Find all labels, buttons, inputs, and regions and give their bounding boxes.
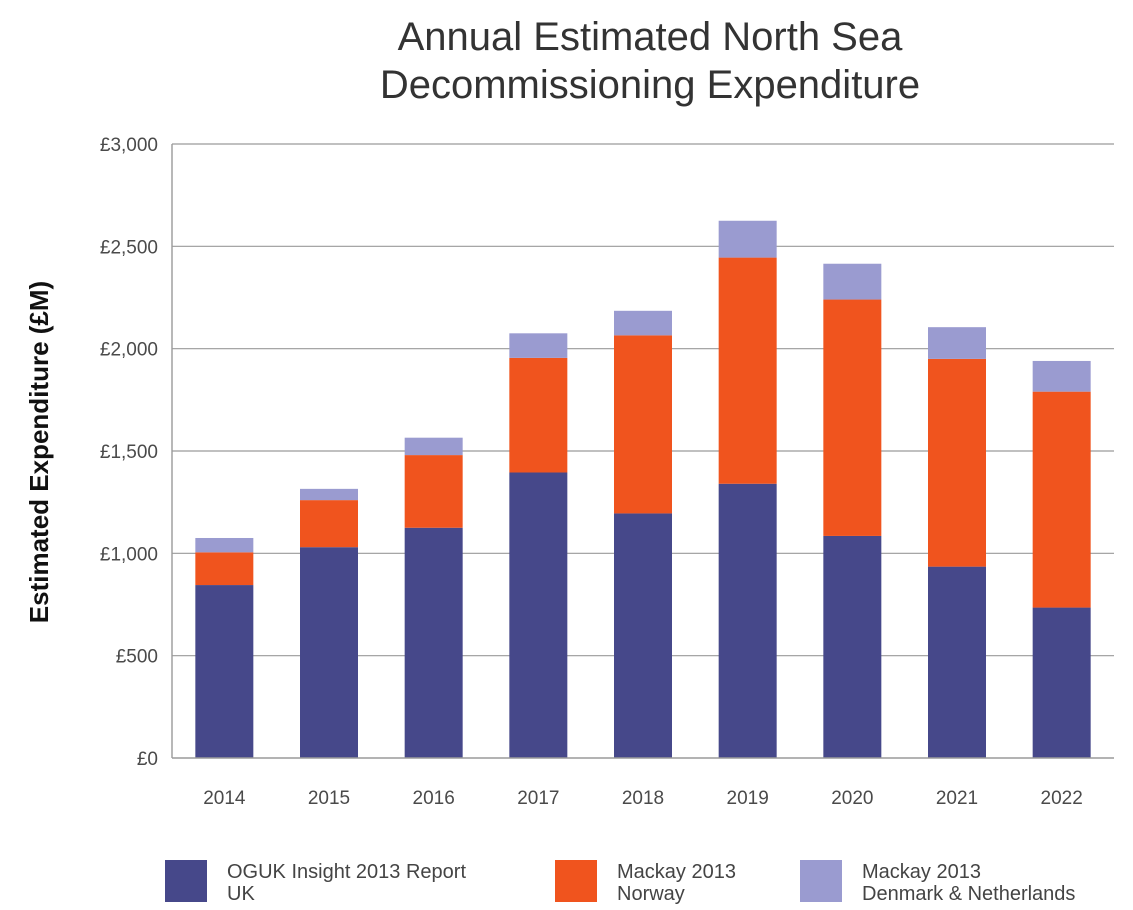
x-tick-label: 2017 <box>517 788 559 809</box>
bar-2021-series-2 <box>928 327 986 359</box>
x-tick-label: 2022 <box>1041 788 1083 809</box>
bar-2015-series-2 <box>300 488 358 501</box>
y-tick-label: £3,000 <box>100 135 158 156</box>
bar-2022-series-0 <box>1032 607 1091 758</box>
y-tick-label: £1,500 <box>100 442 158 463</box>
bar-2019-series-1 <box>718 257 777 484</box>
legend-swatch <box>165 860 207 902</box>
bar-2018-series-0 <box>614 513 672 758</box>
x-axis-ticks: 2014 2015 2016 2017 2018 2019 2020 2021 2022 <box>203 788 1083 809</box>
bar-2020-series-0 <box>823 535 882 758</box>
chart-title-line-1: Annual Estimated North Sea <box>398 15 903 59</box>
legend-label: Denmark & Netherlands <box>862 883 1075 905</box>
bar-2016-series-1 <box>404 455 463 528</box>
axes <box>171 144 1114 759</box>
chart-title-line-2: Decommissioning Expenditure <box>380 63 920 107</box>
legend-label: Norway <box>617 883 685 905</box>
y-tick-label: £0 <box>137 749 158 770</box>
bar-2019-series-0 <box>718 483 777 758</box>
bar-2018-series-1 <box>614 335 672 514</box>
bars <box>195 220 1091 758</box>
legend-label: OGUK Insight 2013 Report <box>227 861 466 883</box>
bar-2020-series-1 <box>823 299 882 536</box>
bar-2015-series-0 <box>300 547 358 758</box>
bar-2014-series-2 <box>195 537 254 553</box>
legend-label: Mackay 2013 <box>617 861 736 883</box>
y-axis-ticks: £0 £500 £1,000 £1,500 £2,000 £2,500 £3,000 <box>100 135 158 770</box>
bar-2015-series-1 <box>300 500 358 548</box>
y-tick-label: £1,000 <box>100 544 158 565</box>
x-tick-label: 2014 <box>203 788 246 809</box>
x-tick-label: 2018 <box>622 788 664 809</box>
x-tick-label: 2015 <box>308 788 350 809</box>
legend-label: UK <box>227 883 255 905</box>
chart-title: Annual Estimated North Sea Decommissioni… <box>380 15 920 107</box>
bar-2017-series-2 <box>509 333 568 358</box>
bar-2017-series-0 <box>509 472 568 758</box>
bar-2018-series-2 <box>614 310 672 336</box>
legend-label: Mackay 2013 <box>862 861 981 883</box>
bar-2014-series-1 <box>195 552 254 586</box>
bar-2017-series-1 <box>509 357 568 473</box>
bar-2016-series-0 <box>404 527 463 758</box>
legend-swatch <box>800 860 842 902</box>
y-tick-label: £500 <box>116 647 158 668</box>
x-tick-label: 2016 <box>413 788 455 809</box>
y-tick-label: £2,500 <box>100 237 158 258</box>
x-tick-label: 2021 <box>936 788 978 809</box>
x-tick-label: 2020 <box>831 788 873 809</box>
bar-2019-series-2 <box>718 220 777 258</box>
bar-2016-series-2 <box>404 437 463 456</box>
bar-2022-series-2 <box>1032 360 1091 392</box>
y-axis-label: Estimated Expenditure (£M) <box>24 281 54 623</box>
x-tick-label: 2019 <box>727 788 769 809</box>
y-tick-label: £2,000 <box>100 340 158 361</box>
bar-2021-series-1 <box>928 358 986 567</box>
legend-swatch <box>555 860 597 902</box>
bar-2020-series-2 <box>823 263 882 300</box>
bar-2021-series-0 <box>928 566 986 758</box>
bar-2014-series-0 <box>195 585 254 758</box>
bar-2022-series-1 <box>1032 391 1091 608</box>
